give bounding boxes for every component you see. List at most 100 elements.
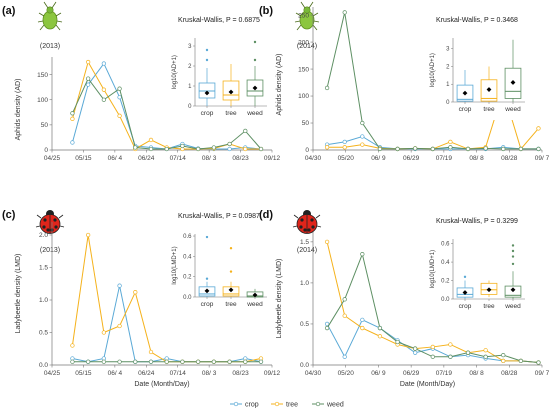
legend-marker-crop: [233, 401, 239, 407]
x-tick-label: 04/30: [305, 370, 322, 377]
year-label: (2013): [40, 247, 60, 254]
box-mean-weed: [510, 80, 516, 85]
aphid-leg: [296, 24, 302, 31]
x-tick-label: 04/25: [44, 370, 61, 377]
y-tick-label: 200: [298, 39, 309, 46]
x-tick-label: 08/23: [232, 370, 249, 377]
x-tick-label: 06/ 4: [108, 370, 123, 377]
data-point-tree: [70, 343, 75, 348]
box-outlier-crop: [205, 235, 209, 239]
data-point-weed: [395, 146, 400, 152]
inset-boxplot: Kruskal-Wallis, P = 0.6875 0 1 2 3 log10(AD+1…: [161, 12, 273, 124]
inset-boxplot: Kruskal-Wallis, P = 0.3468 0 1 2 3 log10(AD+1…: [419, 12, 531, 120]
panel-a: (a) (2013) 04/25 05/15 06/ 4 06/24 07/14 08/ 3 0…: [2, 1, 281, 162]
data-point-weed: [448, 354, 453, 359]
x-tick-label: 06/29: [403, 155, 420, 162]
data-point-tree: [117, 323, 122, 329]
box-outlier-weed: [511, 262, 515, 266]
y-tick-label: 0.0: [39, 362, 48, 369]
data-point-weed: [211, 145, 217, 150]
panel-d: (d) (2014) 04/30 05/20 06/ 9 06/29 07/19 08/ 8 0…: [259, 209, 550, 388]
data-point-tree: [360, 325, 365, 331]
beetle-spot: [303, 228, 307, 232]
ladybeetle-icon: [35, 210, 65, 234]
y-tick-label: 250: [298, 12, 309, 19]
data-point-tree: [101, 330, 107, 335]
y-tick-label: 0: [44, 147, 48, 154]
y-tick-label: 1.5: [39, 265, 48, 272]
data-point-tree: [243, 146, 248, 152]
y-tick-label: 50: [302, 120, 310, 127]
inset-x-tick-label: crop: [459, 303, 472, 310]
beetle-spot: [53, 218, 57, 222]
panel-c: (c) (2013) 04/25 05/15 06/ 4 06/24 07/14 08/ 3 0…: [2, 208, 281, 388]
data-point-tree: [117, 113, 122, 118]
x-tick-label: 06/24: [138, 370, 155, 377]
data-point-weed: [164, 359, 169, 364]
data-point-crop: [360, 317, 365, 322]
beetle-spot: [310, 218, 314, 222]
year-label: (2014): [297, 247, 317, 254]
box-mean-weed: [252, 292, 258, 298]
beetle-spot: [43, 218, 47, 222]
data-point-tree: [148, 137, 154, 143]
data-point-weed: [180, 359, 185, 364]
y-tick-label: 1.0: [39, 297, 48, 304]
inset-x-tick-label: crop: [459, 106, 472, 113]
data-point-weed: [211, 359, 217, 364]
beetle-spot: [54, 225, 58, 229]
box-outlier-crop: [205, 48, 209, 52]
beetle-leg: [293, 214, 299, 219]
data-point-weed: [227, 359, 232, 364]
data-point-weed: [518, 146, 524, 152]
beetle-leg: [292, 225, 298, 228]
data-point-tree: [70, 116, 75, 121]
data-point-weed: [148, 146, 154, 152]
data-point-weed: [85, 359, 91, 364]
aphid-leg: [37, 20, 44, 23]
x-tick-label: 08/28: [501, 155, 518, 162]
inset-x-tick-label: tree: [483, 303, 495, 310]
year-label: (2013): [40, 43, 60, 50]
data-point-weed: [483, 146, 488, 151]
y-axis-label: Aphids density (AD): [276, 54, 283, 116]
beetle-leg: [316, 225, 322, 228]
inset-y-tick-label: 2: [188, 64, 192, 70]
data-point-crop: [227, 146, 232, 152]
panel-b: (b) (2014) 04/30 05/20 06/ 9 06/29 07/19 08/ 8 0…: [259, 1, 550, 162]
y-axis-label: Ladybeetle density (LMD): [276, 259, 283, 339]
inset-boxplot: Kruskal-Wallis, P = 0.0987 0.0 0.2 0.4 0.6 lo…: [161, 208, 273, 315]
inset-y-tick-label: 0: [446, 100, 450, 106]
inset-x-tick-label: tree: [225, 110, 237, 117]
legend-marker-weed: [315, 401, 321, 407]
data-point-weed: [133, 359, 138, 364]
box-mean-tree: [228, 287, 234, 293]
data-point-weed: [342, 10, 347, 15]
data-point-weed: [536, 360, 541, 365]
panel-letter: (c): [2, 209, 16, 221]
x-tick-label: 06/ 4: [108, 155, 123, 162]
data-point-tree: [85, 59, 91, 65]
data-point-weed: [360, 252, 365, 257]
data-point-weed: [85, 76, 91, 81]
x-tick-label: 08/ 3: [202, 370, 217, 377]
data-point-tree: [536, 126, 541, 131]
inset-y-tick-label: 0.6: [441, 242, 450, 248]
aphid-leg: [313, 20, 320, 23]
data-point-weed: [518, 358, 524, 364]
data-point-weed: [465, 350, 471, 355]
aphid-leg: [55, 12, 62, 17]
data-point-tree: [501, 358, 506, 364]
inset-y-axis-label: log10(AD+1): [430, 53, 436, 87]
data-point-tree: [342, 313, 347, 318]
y-tick-label: 50: [41, 122, 49, 129]
y-tick-label: 150: [298, 66, 309, 73]
data-point-tree: [342, 145, 347, 150]
data-point-weed: [536, 146, 541, 152]
y-tick-label: 1.5: [300, 239, 309, 246]
y-tick-label: 100: [298, 93, 309, 100]
x-tick-label: 08/ 3: [202, 155, 217, 162]
inset-y-tick-label: 0.2: [183, 275, 192, 281]
inset-background: [419, 213, 531, 317]
